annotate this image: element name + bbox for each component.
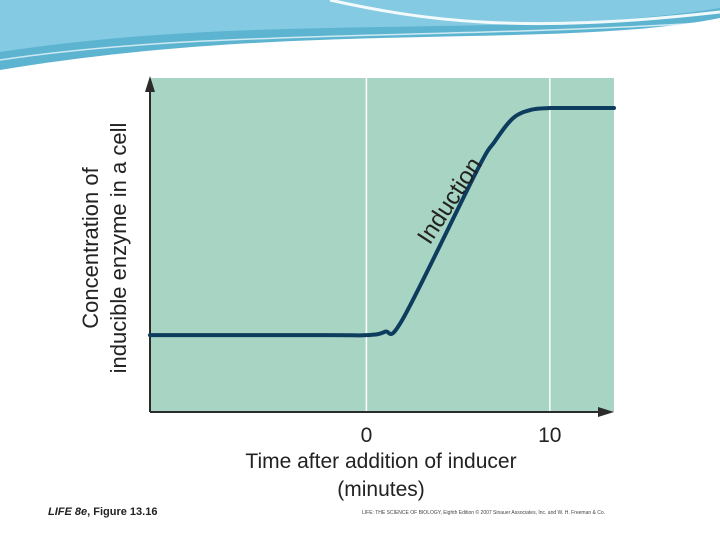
y-axis-label-line-1: Concentration of: [78, 166, 103, 328]
x-tick-label-1: 10: [538, 424, 561, 447]
figure-caption-rest: , Figure 13.16: [87, 506, 158, 518]
plot-background: [150, 78, 614, 412]
series-line: [148, 105, 616, 338]
y-axis-label-line-2: inducible enzyme in a cell: [106, 123, 131, 374]
header-swoosh-decoration: [0, 0, 720, 70]
x-tick-label-0: 0: [361, 424, 373, 447]
figure-caption-bold: LIFE 8e: [48, 506, 88, 518]
y-axis-arrow: [145, 76, 155, 92]
x-axis-label-line-2: (minutes): [337, 478, 425, 501]
x-axis-label-line-1: Time after addition of inducer: [245, 450, 516, 473]
x-axis-arrow: [598, 407, 614, 417]
chart: 0 10 Induction Concentration of inducible…: [78, 76, 616, 501]
figure-panel: 0 10 Induction Concentration of inducible…: [22, 72, 650, 522]
figure-caption: LIFE 8e, Figure 13.16: [48, 506, 157, 518]
copyright-credit: LIFE: THE SCIENCE OF BIOLOGY, Eighth Edi…: [362, 510, 606, 516]
